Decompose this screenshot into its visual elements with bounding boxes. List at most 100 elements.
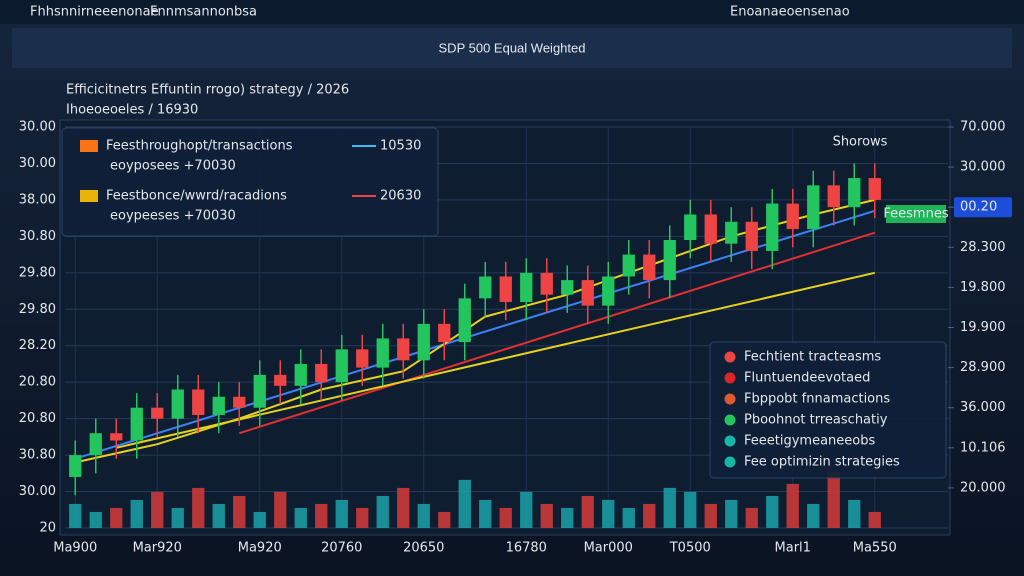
y-tick-label: 30.80 [19,229,56,244]
legend-label: Fee optimizin strategies [744,455,900,470]
volume-bar [868,511,881,528]
y2-tick-label: 10.106 [960,440,1006,455]
trend-line [75,209,876,460]
y-tick-label: 28.20 [19,338,56,353]
volume-bar [827,471,840,528]
candle-body [868,178,881,200]
y2-tick-label: 28.300 [960,240,1006,255]
y2-tick-label: 70.000 [960,120,1006,135]
legend-icon [80,190,98,202]
volume-bar [745,507,758,528]
top-bar-text: Fnnmsannonbsa [150,5,257,20]
legend-dot [724,351,736,363]
volume-bar [151,491,164,528]
subtitle: Ihoeoeoeles / 16930 [66,103,198,118]
candle-body [745,221,758,251]
x-tick-label: 16780 [506,541,547,556]
volume-bar [171,507,184,528]
subtitle: Efficicitnetrs Effuntin rrogo) strategy … [66,83,349,98]
legend-sub: eoyposees +70030 [110,159,236,174]
y2-tick-highlight [954,197,1012,218]
volume-bar [253,511,266,528]
y2-tick-label: 19.900 [960,320,1006,335]
legend-value: 20630 [380,189,421,204]
legend-sub: eoypeeses +70030 [110,209,236,224]
volume-bar [520,491,533,528]
y-tick-label: 29.80 [19,302,56,317]
candle-body [786,203,799,230]
volume-bar [376,495,389,528]
legend-dot [724,456,736,468]
volume-bar [397,487,410,528]
chart-title: SDP 500 Equal Weighted [439,40,586,55]
y2-tick-label: 30.000 [960,160,1006,175]
y-tick-label: 20 [39,521,56,536]
annotation-box [886,205,946,223]
y2-tick-label: 28.900 [960,360,1006,375]
legend-label: Fluntuendeevotaed [744,371,870,386]
legend-dot [724,435,736,447]
volume-bar [69,503,82,528]
y-tick-label: 30.00 [19,484,56,499]
x-tick-label: Mar000 [584,541,633,556]
volume-bar [725,499,738,528]
candle-body [438,323,451,343]
candle-body [766,203,779,251]
candle-body [643,254,656,281]
x-tick-label: 20760 [321,541,362,556]
y2-tick-label: 00.20 [960,200,997,215]
volume-bar [684,491,697,528]
x-tick-label: Mar920 [133,541,182,556]
candle-body [130,407,143,441]
x-tick-label: Marl1 [775,541,811,556]
top-bar-text: Enoanaeoensenao [730,5,850,20]
y-tick-label: 20.80 [19,411,56,426]
volume-bar [335,499,348,528]
candle-body [397,338,410,361]
y2-tick-label: 20.000 [960,480,1006,495]
candle-body [827,185,840,208]
trend-line [238,231,876,435]
candle-body [315,363,328,383]
volume-bar [192,487,205,528]
volume-bar [499,507,512,528]
legend-label: Fbppobt fnnamactions [744,392,890,407]
candle-body [294,363,307,386]
volume-bar [315,503,328,528]
y2-tick-label: 19.800 [960,280,1006,295]
volume-bar [622,507,635,528]
x-tick-label: Ma920 [238,541,282,556]
legend-label: Pboohnot trreaschatiy [744,413,888,428]
top-bar-text: Fhhsnnirneeenonae [30,5,159,20]
candle-body [704,214,717,244]
candle-body [335,349,348,383]
volume-bar [581,495,594,528]
legend-icon [80,140,98,152]
candle-body [458,298,471,343]
y-tick-label: 30.80 [19,448,56,463]
candle-body [725,221,738,244]
volume-bar [356,507,369,528]
top-bar [0,0,1024,24]
candle-body [807,185,820,230]
volume-bar [786,483,799,528]
candle-body [212,396,225,415]
candle-body [69,455,82,477]
candle-body [192,389,205,415]
legend-box [61,127,439,237]
x-tick-label: 20650 [403,541,444,556]
candle-body [233,396,246,408]
candle-body [89,433,102,456]
legend-dot [724,393,736,405]
candle-body [581,280,594,306]
x-tick-label: Ma550 [853,541,897,556]
candle-body [663,240,676,281]
candle-body [253,374,266,408]
legend-label: Feeetigymeaneeobs [744,434,875,449]
y-tick-label: 20.80 [19,375,56,390]
volume-bar [643,503,656,528]
y2-tick-label: 36.000 [960,400,1006,415]
y-tick-label: 38.00 [19,192,56,207]
candle-body [479,276,492,299]
volume-bar [294,507,307,528]
